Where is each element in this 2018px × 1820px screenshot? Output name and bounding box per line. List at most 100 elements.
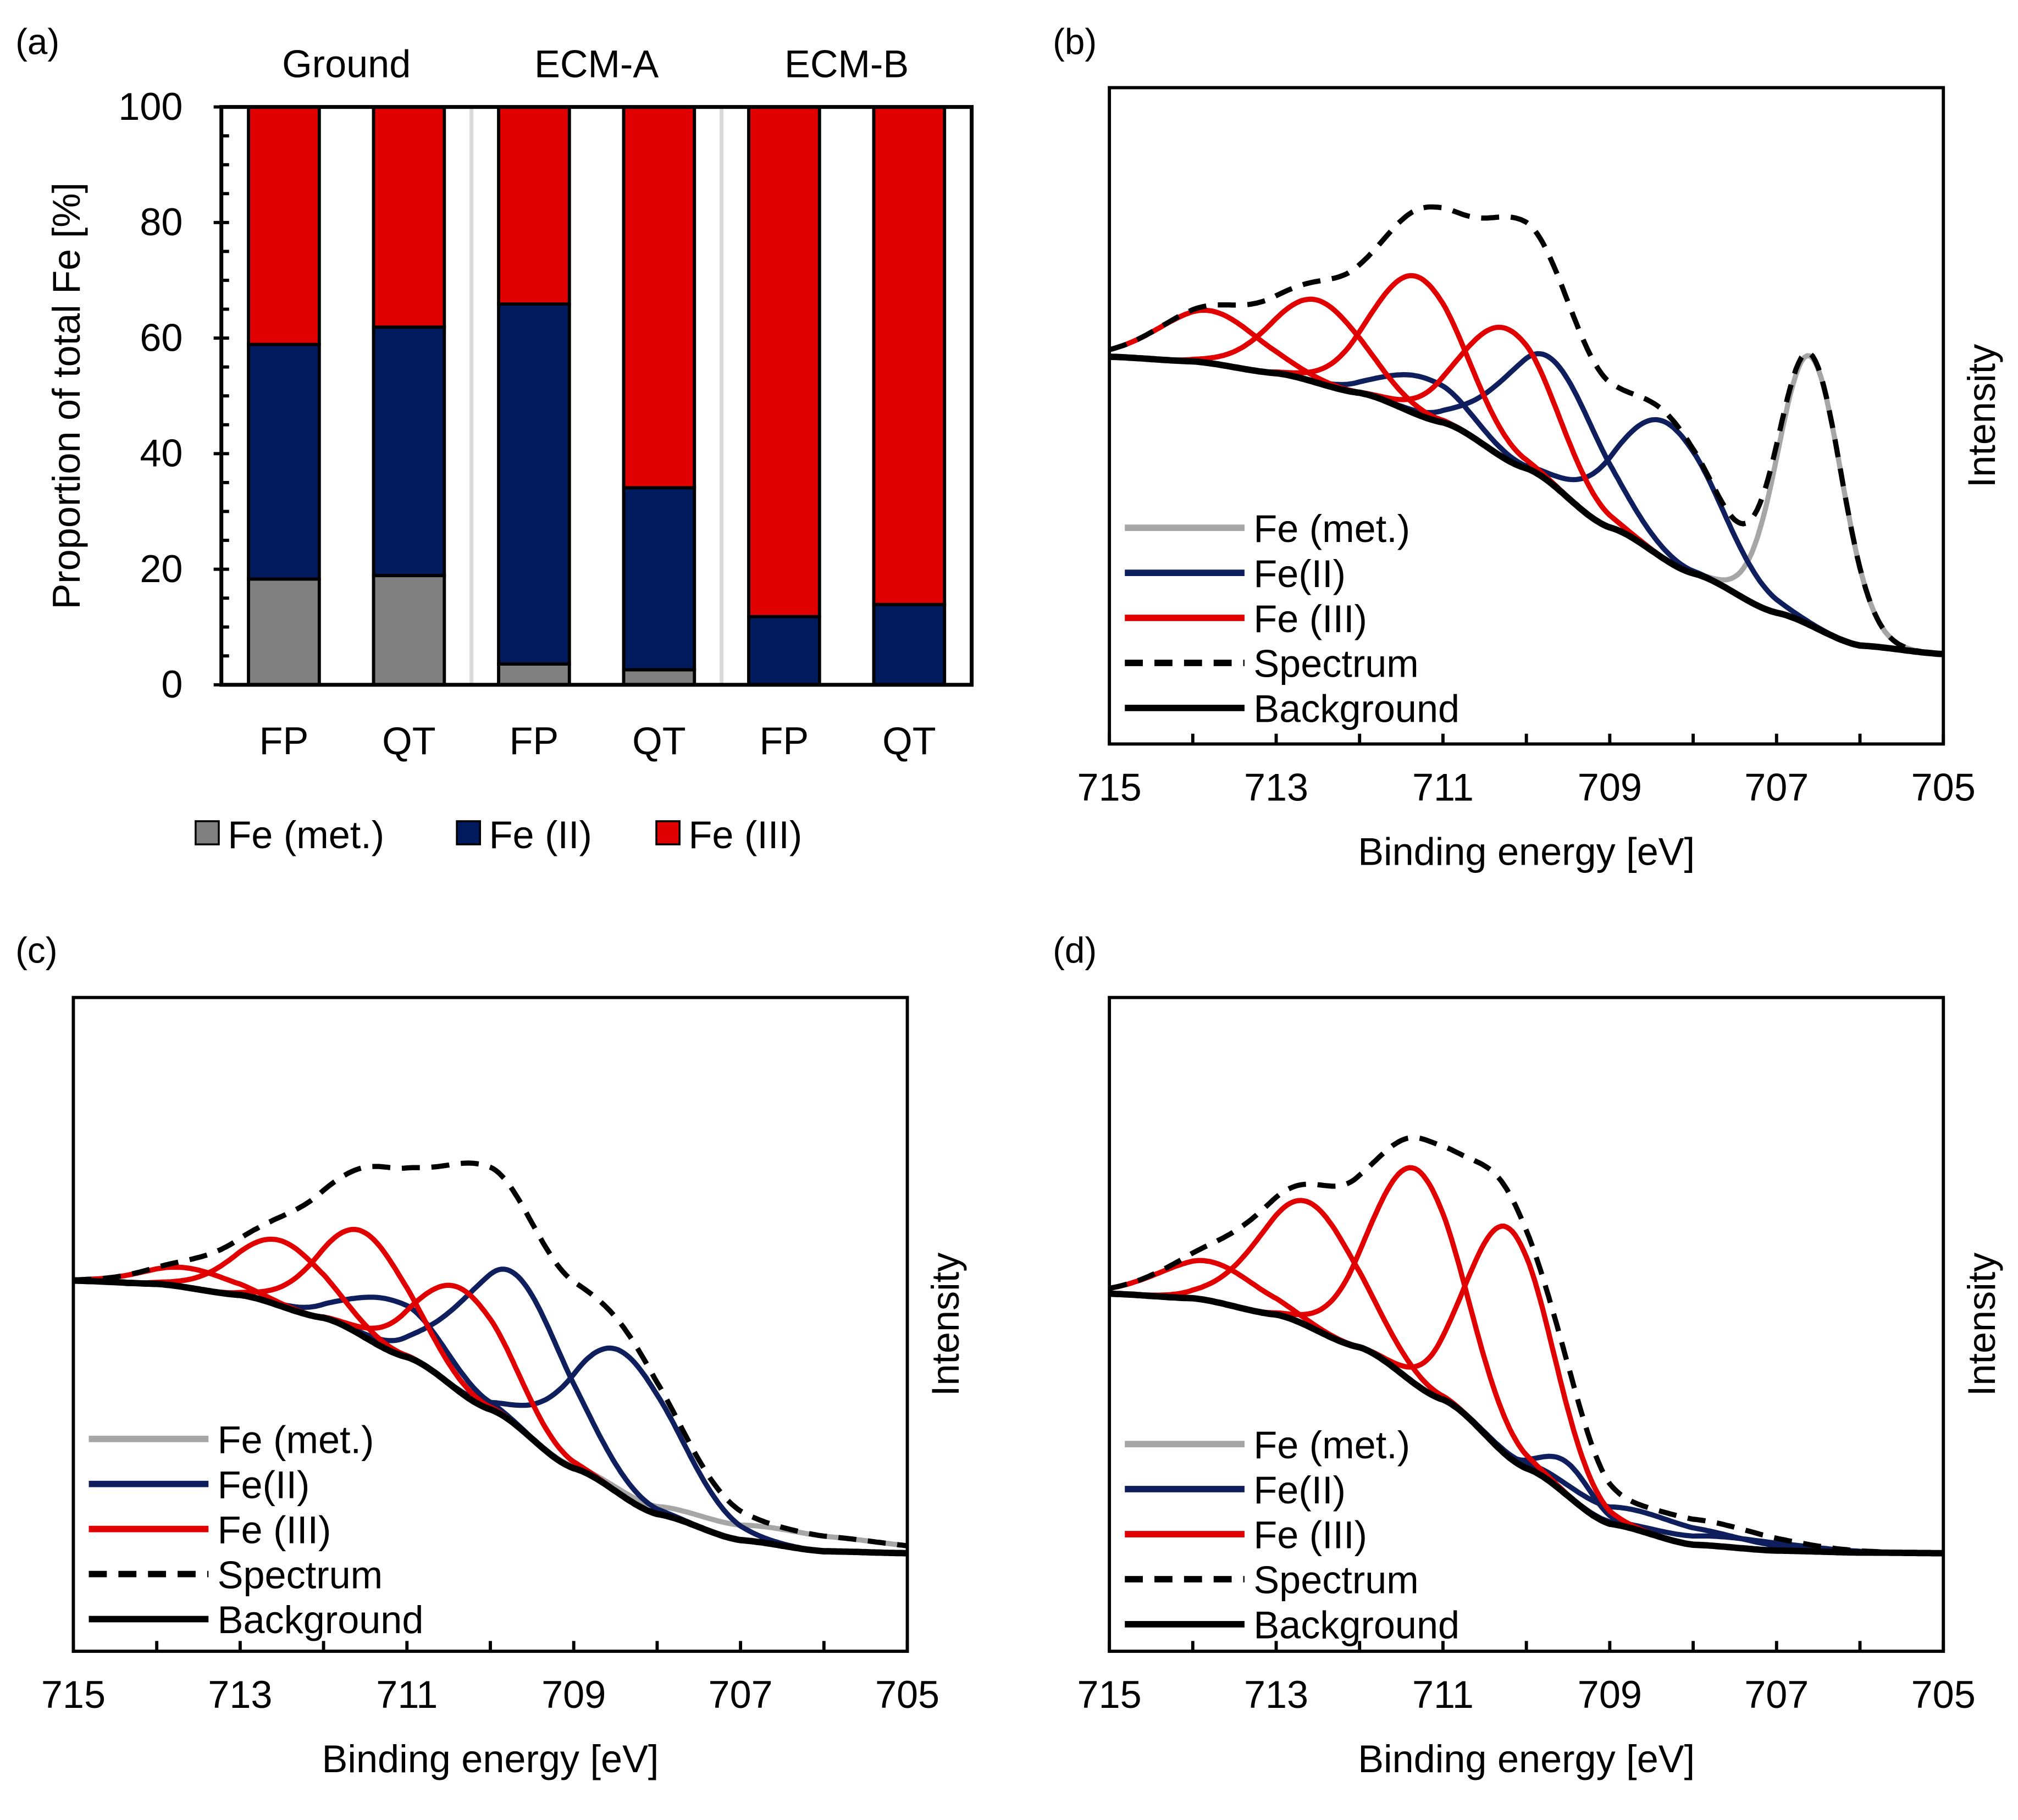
legend-spectrum-label: Spectrum (1253, 1558, 1419, 1602)
bar-segment (247, 342, 321, 581)
fe3-component-line (1109, 296, 1944, 657)
bar-chart-panel-a: FP QT FP QT FP QT Ground ECM-A ECM-B 0 20 40 60 80 100… (45, 42, 974, 856)
legend-fe-met-label: Fe (met.) (1253, 507, 1410, 550)
bar-segment (497, 662, 571, 687)
legend-fe3-label: Fe (III) (218, 1508, 331, 1551)
spectrum-panel-d: 715 713 711 709 707 705 Binding energy [eV] Int… (1077, 995, 2003, 1780)
x-tick-label: 711 (1412, 765, 1474, 809)
bar-segment (872, 105, 947, 606)
bar-segment (497, 302, 571, 666)
background-line (1109, 353, 1944, 657)
y-axis-label: Intensity (1960, 1253, 2003, 1397)
y-tick-label: 100 (118, 85, 183, 128)
legend-label: Fe (II) (489, 813, 592, 856)
fe2-component-line (1109, 354, 1944, 657)
bar-segment (372, 105, 446, 329)
legend-fe2-label: Fe(II) (1253, 1468, 1346, 1512)
legend-fe3-label: Fe (III) (1253, 597, 1367, 640)
x-tick-label: 707 (709, 1673, 773, 1716)
x-tick-label: 713 (208, 1673, 272, 1716)
legend-swatch (655, 820, 681, 845)
x-tick-label: 705 (875, 1673, 939, 1716)
fe2-component-line (1109, 354, 1944, 657)
bar-segment (622, 668, 696, 687)
fe3-component-line (73, 1278, 908, 1556)
category-label: QT (632, 719, 686, 762)
plot-area (1109, 204, 1944, 657)
panel-label-d: (d) (1053, 930, 1097, 970)
category-label: QT (882, 719, 936, 762)
legend-background-label: Background (1253, 687, 1459, 731)
spectrum-panel-b: 715 713 711 709 707 705 Binding energy [eV] Int… (1077, 86, 2003, 873)
bar-segment (747, 105, 821, 618)
legend-label: Fe (met.) (228, 813, 384, 856)
spectrum-line (73, 1160, 908, 1548)
y-tick-label: 40 (140, 432, 183, 475)
fe3-component-line (1109, 1224, 1944, 1556)
x-tick-label: 707 (1744, 765, 1809, 809)
spectrum-line (1109, 204, 1944, 657)
panel-label-a: (a) (15, 22, 59, 62)
x-tick-label: 711 (1412, 1673, 1474, 1716)
y-tick-label: 0 (161, 662, 183, 706)
legend-fe2-label: Fe(II) (1253, 552, 1346, 595)
legend-spectrum-label: Spectrum (218, 1553, 383, 1596)
group-label: ECM-B (784, 42, 909, 86)
legend-background-label: Background (218, 1598, 424, 1641)
legend-fe-met-label: Fe (met.) (1253, 1423, 1410, 1467)
x-tick-label: 713 (1244, 765, 1308, 809)
x-tick-label: 715 (1077, 1673, 1142, 1716)
group-label: ECM-A (534, 42, 659, 86)
x-tick-label: 707 (1744, 1673, 1809, 1716)
x-tick-label: 711 (376, 1673, 438, 1716)
fe-met-component-line (1109, 353, 1944, 657)
bar-segment (622, 486, 696, 672)
bar-segment (747, 615, 821, 687)
x-tick-label: 709 (1578, 1673, 1642, 1716)
legend-fe3-label: Fe (III) (1253, 1513, 1367, 1557)
x-tick-label: 713 (1244, 1673, 1308, 1716)
y-tick-label: 60 (140, 316, 183, 359)
y-axis-label: Proportion of total Fe [%] (45, 182, 88, 610)
fe3-component-line (1109, 1165, 1944, 1556)
category-label: FP (510, 719, 559, 762)
plot-frame (1108, 86, 1945, 746)
bar-segment (247, 577, 321, 687)
category-label: FP (760, 719, 809, 762)
fe2-component-line (1109, 1291, 1944, 1556)
x-axis-label: Binding energy [eV] (1358, 830, 1695, 873)
legend-fe-met-label: Fe (met.) (218, 1418, 374, 1461)
background-line (73, 1277, 908, 1557)
x-axis-label: Binding energy [eV] (322, 1737, 659, 1780)
bar-segment (622, 105, 696, 490)
legend-background-label: Background (1253, 1603, 1459, 1647)
x-tick-label: 715 (1077, 765, 1142, 809)
bar-segment (497, 105, 571, 306)
category-label: QT (382, 719, 436, 762)
y-tick-label: 80 (140, 200, 183, 244)
bar-segment (872, 602, 947, 687)
legend-swatch (456, 820, 482, 845)
x-tick-label: 705 (1911, 765, 1976, 809)
group-label: Ground (282, 42, 411, 86)
panel-label-c: (c) (15, 930, 57, 970)
plot-frame (219, 105, 974, 687)
y-axis-label: Intensity (924, 1253, 967, 1397)
x-tick-label: 715 (41, 1673, 106, 1716)
fe2-component-line (1109, 1291, 1944, 1556)
plot-area (73, 1160, 908, 1557)
x-tick-label: 709 (1578, 765, 1642, 809)
spectrum-line (1109, 1135, 1944, 1556)
bar-segment (372, 574, 446, 687)
x-axis-label: Binding energy [eV] (1358, 1737, 1695, 1780)
panel-label-b: (b) (1053, 22, 1097, 62)
fe2-component-line (1109, 351, 1944, 657)
legend-label: Fe (III) (689, 813, 803, 856)
legend-swatch (195, 820, 220, 845)
plot-area (1109, 1135, 1944, 1557)
fe2-component-line (1109, 1291, 1944, 1556)
legend-fe2-label: Fe(II) (218, 1463, 310, 1506)
legend-spectrum-label: Spectrum (1253, 642, 1419, 685)
background-line (1109, 1290, 1944, 1557)
